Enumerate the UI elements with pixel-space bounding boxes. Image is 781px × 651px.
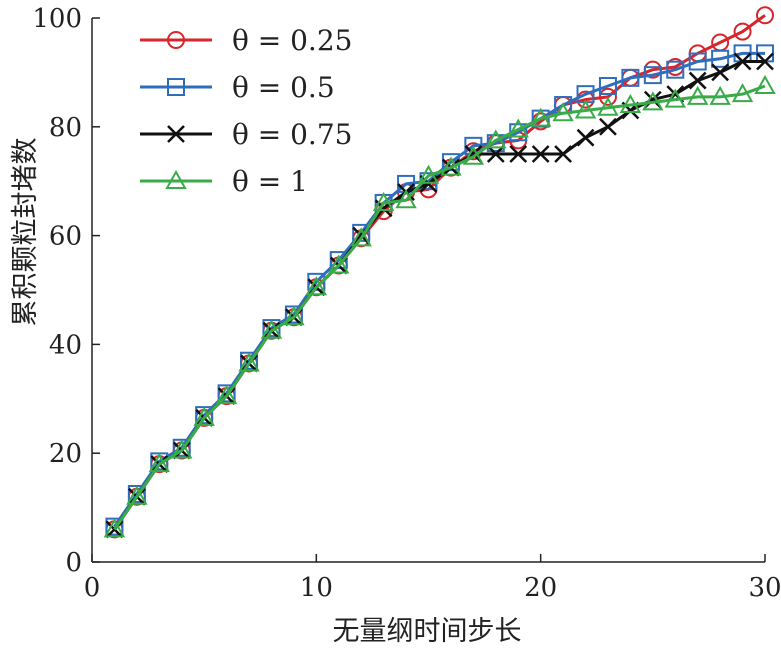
data-point (598, 77, 617, 95)
series-x (105, 52, 774, 539)
data-point (597, 96, 619, 116)
y-tick-label: 60 (49, 222, 82, 252)
legend-item: θ = 0.25 (140, 24, 352, 57)
data-point (643, 66, 662, 85)
y-tick-label: 0 (65, 548, 82, 578)
legend-marker (165, 169, 187, 189)
axes-layer: 0 10 20 30 0 20 40 60 80 100 (32, 4, 781, 603)
y-tick-label: 100 (32, 4, 82, 34)
data-point (619, 94, 642, 114)
data-point (126, 485, 148, 505)
data-point (509, 145, 528, 163)
y-tick-label: 80 (49, 113, 82, 143)
data-point (307, 272, 326, 291)
data-point (731, 83, 754, 103)
series-line (113, 84, 766, 531)
x-axis-title: 无量纲时间步长 (333, 616, 522, 647)
data-point (664, 88, 686, 108)
series-line (113, 51, 765, 528)
legend-label: θ = 0.5 (232, 71, 335, 104)
series-line (113, 14, 766, 531)
data-point (485, 129, 507, 149)
data-point (686, 85, 709, 105)
data-point (419, 175, 438, 193)
data-point (711, 63, 730, 82)
x-tick-label: 30 (748, 573, 781, 603)
y-tick-label: 20 (49, 439, 82, 469)
data-point (554, 145, 572, 163)
series-triangle (103, 74, 776, 538)
data-point (711, 49, 730, 68)
data-point (148, 453, 171, 473)
data-point (171, 439, 193, 459)
legend-item: θ = 0.75 (140, 118, 352, 151)
y-axis-title: 累积颗粒封堵数 (10, 138, 41, 327)
data-point (756, 6, 774, 25)
data-point (733, 22, 752, 41)
data-point (238, 352, 260, 372)
data-point (666, 60, 685, 79)
data-point (283, 306, 305, 326)
data-point (733, 52, 752, 71)
data-point (215, 385, 238, 405)
data-point (642, 91, 664, 111)
data-point (688, 52, 707, 71)
data-point (643, 90, 662, 109)
x-tick-label: 10 (300, 573, 333, 603)
data-point (576, 128, 595, 147)
legend-label: θ = 0.25 (232, 24, 352, 57)
data-point (688, 71, 707, 90)
data-point (507, 118, 529, 138)
data-point (103, 518, 126, 538)
legend-label: θ = 1 (232, 165, 308, 198)
legend-marker (167, 31, 185, 49)
data-point (599, 117, 617, 136)
data-point (395, 189, 417, 209)
data-point (756, 52, 774, 71)
data-point (193, 406, 215, 426)
data-point (352, 223, 371, 242)
legend-item: θ = 0.5 (140, 71, 335, 104)
legend-marker (167, 78, 185, 96)
data-point (529, 107, 552, 127)
data-point (305, 276, 328, 296)
data-point (574, 99, 597, 119)
data-point (328, 254, 350, 274)
data-point (552, 102, 574, 122)
data-point (486, 145, 505, 163)
data-point (260, 319, 283, 339)
data-point (486, 134, 505, 153)
y-tick-label: 40 (49, 330, 82, 360)
data-point (598, 87, 617, 106)
data-point (754, 74, 776, 94)
legend-label: θ = 0.75 (232, 118, 352, 151)
data-point (350, 227, 372, 247)
data-point (417, 164, 440, 184)
data-point (462, 145, 485, 165)
data-point (531, 145, 550, 163)
data-point (621, 68, 640, 87)
data-point (329, 251, 348, 270)
x-tick-label: 20 (524, 573, 557, 603)
x-tick-label: 0 (84, 573, 101, 603)
data-point (372, 191, 395, 211)
legend: θ = 0.25 θ = 0.5 θ = 0.75 θ = 1 (140, 24, 352, 198)
legend-item: θ = 1 (140, 165, 308, 198)
data-point (440, 156, 462, 176)
series-line (113, 60, 765, 531)
series-square (105, 44, 774, 536)
data-point (709, 85, 731, 105)
series-layer (103, 6, 776, 539)
legend-marker (167, 125, 185, 143)
